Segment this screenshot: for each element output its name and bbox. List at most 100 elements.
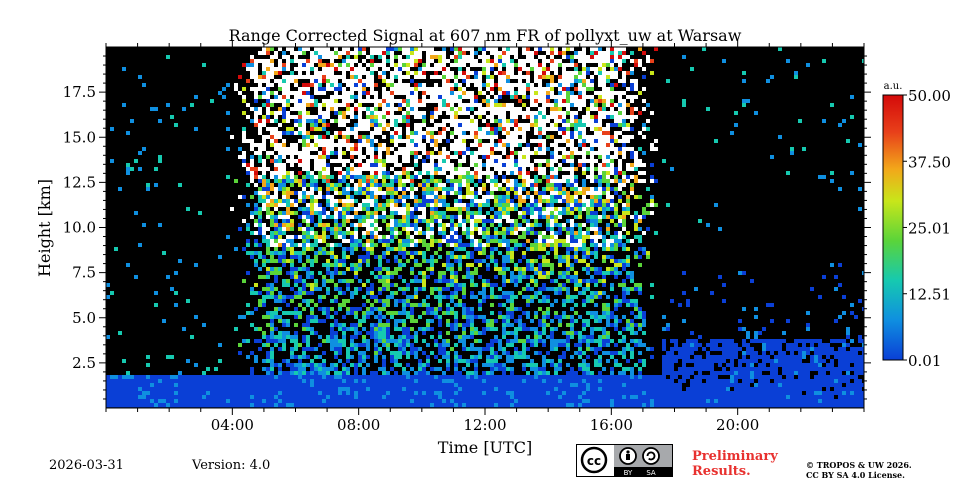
- heatmap-cell: [458, 199, 462, 203]
- heatmap-cell: [306, 395, 310, 399]
- heatmap-cell: [226, 375, 230, 379]
- heatmap-cell: [374, 399, 378, 403]
- heatmap-cell: [382, 119, 386, 123]
- heatmap-cell: [346, 299, 350, 303]
- heatmap-cell: [242, 195, 246, 199]
- heatmap-cell: [530, 67, 534, 71]
- heatmap-cell: [390, 283, 394, 287]
- heatmap-cell: [250, 351, 254, 355]
- heatmap-cell: [522, 227, 526, 231]
- heatmap-cell: [478, 263, 482, 267]
- heatmap-cell: [314, 155, 318, 159]
- heatmap-cell: [374, 115, 378, 119]
- heatmap-cell: [514, 123, 518, 127]
- heatmap-cell: [382, 283, 386, 287]
- heatmap-cell: [414, 251, 418, 255]
- heatmap-cell: [278, 163, 282, 167]
- heatmap-cell: [490, 283, 494, 287]
- heatmap-cell: [282, 151, 286, 155]
- heatmap-cell: [274, 327, 278, 331]
- heatmap-cell: [378, 119, 382, 123]
- heatmap-cell: [422, 327, 426, 331]
- heatmap-cell: [258, 107, 262, 111]
- heatmap-cell: [250, 323, 254, 327]
- heatmap-cell: [342, 71, 346, 75]
- heatmap-cell: [262, 387, 266, 391]
- heatmap-cell: [350, 163, 354, 167]
- heatmap-cell: [458, 243, 462, 247]
- heatmap-cell: [470, 315, 474, 319]
- heatmap-cell: [382, 375, 386, 379]
- heatmap-cell: [322, 79, 326, 83]
- heatmap-cell: [430, 263, 434, 267]
- heatmap-cell: [266, 59, 270, 63]
- heatmap-cell: [374, 267, 378, 271]
- heatmap-cell: [366, 343, 370, 347]
- heatmap-cell: [170, 375, 174, 379]
- heatmap-cell: [410, 383, 414, 387]
- heatmap-cell: [414, 295, 418, 299]
- heatmap-cell: [266, 323, 270, 327]
- heatmap-cell: [322, 75, 326, 79]
- heatmap-cell: [478, 399, 482, 403]
- heatmap-cell: [462, 95, 466, 99]
- heatmap-cell: [446, 191, 450, 195]
- heatmap-cell: [210, 383, 214, 387]
- heatmap-cell: [522, 147, 526, 151]
- heatmap-cell: [326, 187, 330, 191]
- heatmap-cell: [322, 91, 326, 95]
- heatmap-cell: [326, 267, 330, 271]
- heatmap-cell: [522, 251, 526, 255]
- heatmap-cell: [370, 111, 374, 115]
- heatmap-cell: [330, 55, 334, 59]
- heatmap-cell: [266, 371, 270, 375]
- heatmap-cell: [378, 215, 382, 219]
- heatmap-cell: [430, 235, 434, 239]
- heatmap-cell: [502, 291, 506, 295]
- heatmap-cell: [322, 251, 326, 255]
- heatmap-cell: [422, 95, 426, 99]
- heatmap-cell: [490, 303, 494, 307]
- heatmap-cell: [250, 255, 254, 259]
- heatmap-cell: [378, 143, 382, 147]
- heatmap-cell: [466, 311, 470, 315]
- heatmap-cell: [302, 263, 306, 267]
- heatmap-cell: [418, 263, 422, 267]
- heatmap-cell: [282, 203, 286, 207]
- heatmap-cell: [282, 227, 286, 231]
- heatmap-cell: [426, 235, 430, 239]
- heatmap-cell: [438, 107, 442, 111]
- heatmap-cell: [366, 375, 370, 379]
- heatmap-cell: [510, 51, 514, 55]
- heatmap-cell: [482, 59, 486, 63]
- heatmap-cell: [326, 63, 330, 67]
- heatmap-cell: [250, 391, 254, 395]
- heatmap-cell: [402, 299, 406, 303]
- heatmap-cell: [522, 179, 526, 183]
- heatmap-cell: [458, 371, 462, 375]
- heatmap-cell: [322, 319, 326, 323]
- heatmap-cell: [418, 135, 422, 139]
- heatmap-cell: [518, 151, 522, 155]
- heatmap-cell: [402, 51, 406, 55]
- heatmap-cell: [510, 299, 514, 303]
- heatmap-cell: [242, 127, 246, 131]
- heatmap-cell: [250, 179, 254, 183]
- heatmap-cell: [422, 387, 426, 391]
- heatmap-cell: [270, 231, 274, 235]
- heatmap-cell: [458, 167, 462, 171]
- heatmap-cell: [498, 111, 502, 115]
- heatmap-cell: [346, 187, 350, 191]
- heatmap-cell: [490, 311, 494, 315]
- heatmap-cell: [330, 275, 334, 279]
- heatmap-cell: [522, 167, 526, 171]
- heatmap-cell: [502, 143, 506, 147]
- heatmap-cell: [454, 283, 458, 287]
- heatmap-cell: [462, 291, 466, 295]
- heatmap-cell: [314, 331, 318, 335]
- heatmap-cell: [470, 79, 474, 83]
- heatmap-cell: [406, 143, 410, 147]
- heatmap-cell: [406, 119, 410, 123]
- heatmap-cell: [490, 179, 494, 183]
- heatmap-cell: [450, 123, 454, 127]
